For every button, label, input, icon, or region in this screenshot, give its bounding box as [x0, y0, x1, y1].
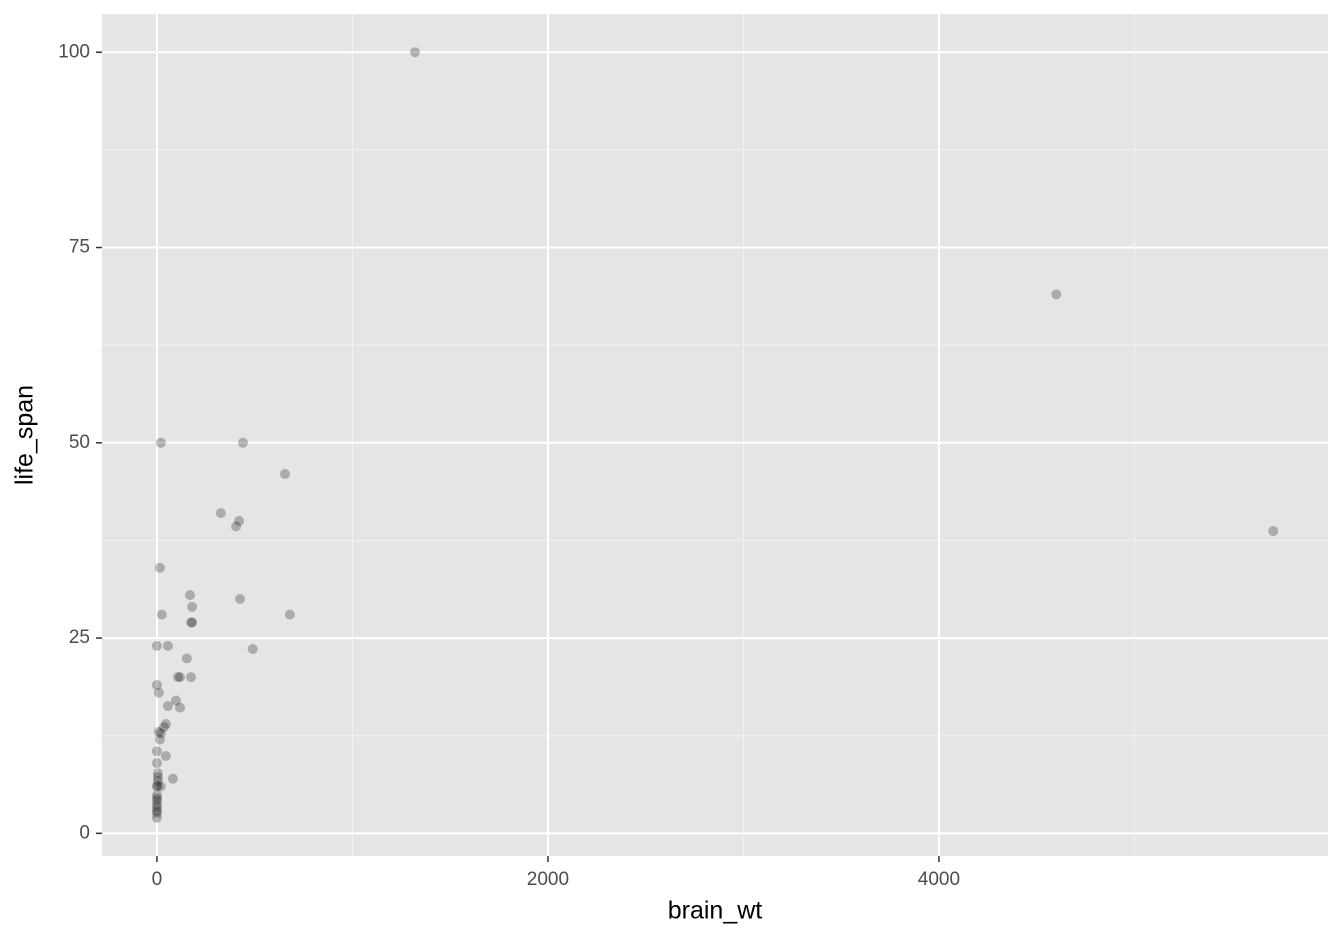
- point: [155, 728, 166, 739]
- point: [151, 640, 162, 651]
- point: [155, 781, 166, 792]
- point: [162, 701, 173, 712]
- point: [151, 746, 162, 757]
- point: [167, 773, 178, 784]
- point: [151, 679, 162, 690]
- point: [151, 793, 162, 804]
- x-tick-label: 0: [152, 869, 163, 890]
- point: [170, 695, 181, 706]
- point: [175, 702, 186, 713]
- point: [152, 772, 163, 783]
- point: [156, 609, 167, 620]
- point: [186, 617, 197, 628]
- point: [154, 562, 165, 573]
- x-tick-label: 2000: [527, 869, 569, 890]
- point: [153, 687, 164, 698]
- point: [1051, 289, 1062, 300]
- point: [284, 609, 295, 620]
- point: [231, 521, 242, 532]
- point: [154, 734, 165, 745]
- y-tick-label: 0: [79, 822, 90, 843]
- point: [184, 590, 195, 601]
- point: [151, 802, 162, 813]
- point: [185, 672, 196, 683]
- y-tick-label: 50: [69, 432, 90, 453]
- panel: [102, 14, 1328, 856]
- point: [181, 653, 192, 664]
- point: [235, 594, 246, 605]
- point: [162, 640, 173, 651]
- point: [155, 437, 166, 448]
- point: [410, 47, 421, 58]
- point: [175, 672, 186, 683]
- point: [247, 644, 258, 655]
- point: [160, 718, 171, 729]
- point: [234, 515, 245, 526]
- point: [172, 672, 183, 683]
- point: [153, 726, 164, 737]
- point: [151, 781, 162, 792]
- x-tick-label: 4000: [918, 869, 960, 890]
- point: [160, 751, 171, 762]
- point: [187, 617, 198, 628]
- point: [151, 758, 162, 769]
- point: [1268, 526, 1279, 537]
- point: [158, 722, 169, 733]
- point: [152, 780, 163, 791]
- point: [237, 437, 248, 448]
- point: [151, 805, 162, 816]
- point: [152, 790, 163, 801]
- point: [151, 808, 162, 819]
- y-axis-title: life_span: [11, 385, 39, 485]
- x-axis-title: brain_wt: [668, 897, 763, 925]
- point: [152, 776, 163, 787]
- y-tick-label: 25: [69, 627, 90, 648]
- point: [152, 795, 163, 806]
- y-tick-label: 75: [69, 237, 90, 258]
- point: [187, 601, 198, 612]
- point: [151, 799, 162, 810]
- point: [152, 768, 163, 779]
- point: [215, 508, 226, 519]
- y-tick-label: 100: [58, 41, 90, 62]
- point: [279, 469, 290, 480]
- point: [151, 812, 162, 823]
